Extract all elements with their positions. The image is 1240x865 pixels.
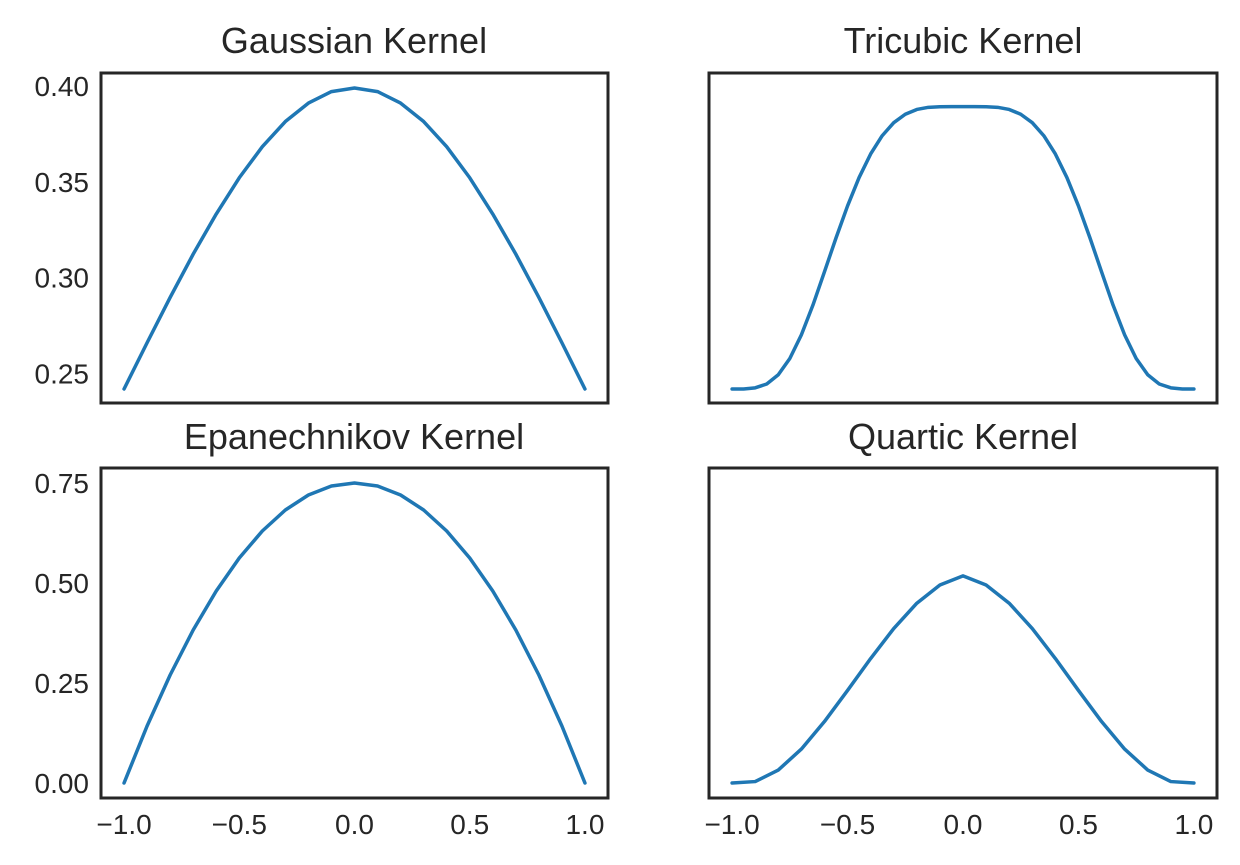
epanechnikov-x-tick-label: 0.0	[335, 809, 374, 840]
tricubic-kernel-panel: Tricubic Kernel	[707, 20, 1219, 405]
epanechnikov-x-tick-label: 1.0	[565, 809, 604, 840]
epanechnikov-axes-frame	[99, 466, 610, 800]
quartic-axes-frame	[707, 466, 1219, 800]
gaussian-kernel-title: Gaussian Kernel	[221, 20, 487, 61]
tricubic-axes-frame	[707, 71, 1219, 405]
quartic-kernel-panel: Quartic Kernel −1.0 −0.5 0.0 0.5 1.0	[704, 416, 1219, 840]
tricubic-kernel-title: Tricubic Kernel	[844, 20, 1083, 61]
quartic-x-tick-label: 1.0	[1174, 809, 1213, 840]
gaussian-axes-frame	[99, 71, 610, 405]
quartic-x-tick-label: 0.0	[944, 809, 983, 840]
epanechnikov-y-tick-label: 0.50	[35, 568, 90, 599]
epanechnikov-kernel-panel: Epanechnikov Kernel 0.00 0.25 0.50 0.75 −1.0…	[35, 416, 610, 840]
epanechnikov-y-tick-label: 0.25	[35, 668, 90, 699]
quartic-x-tick-label: 0.5	[1059, 809, 1098, 840]
quartic-x-tick-label: −1.0	[704, 809, 759, 840]
gaussian-y-tick-label: 0.30	[35, 263, 90, 294]
epanechnikov-x-tick-label: 0.5	[450, 809, 489, 840]
gaussian-y-tick-label: 0.35	[35, 167, 90, 198]
epanechnikov-y-tick-label: 0.00	[35, 768, 90, 799]
epanechnikov-x-tick-label: −1.0	[96, 809, 151, 840]
gaussian-kernel-curve	[122, 86, 587, 391]
tricubic-kernel-curve	[730, 104, 1196, 391]
epanechnikov-y-tick-label: 0.75	[35, 468, 90, 499]
epanechnikov-kernel-title: Epanechnikov Kernel	[184, 416, 524, 457]
epanechnikov-kernel-curve	[122, 481, 587, 785]
gaussian-y-tick-label: 0.25	[35, 359, 90, 390]
gaussian-y-tick-label: 0.40	[35, 71, 90, 102]
quartic-kernel-title: Quartic Kernel	[848, 416, 1078, 457]
quartic-x-tick-label: −0.5	[820, 809, 875, 840]
epanechnikov-x-tick-label: −0.5	[212, 809, 267, 840]
quartic-kernel-curve	[730, 574, 1196, 785]
gaussian-kernel-panel: Gaussian Kernel 0.25 0.30 0.35 0.40	[35, 20, 610, 405]
